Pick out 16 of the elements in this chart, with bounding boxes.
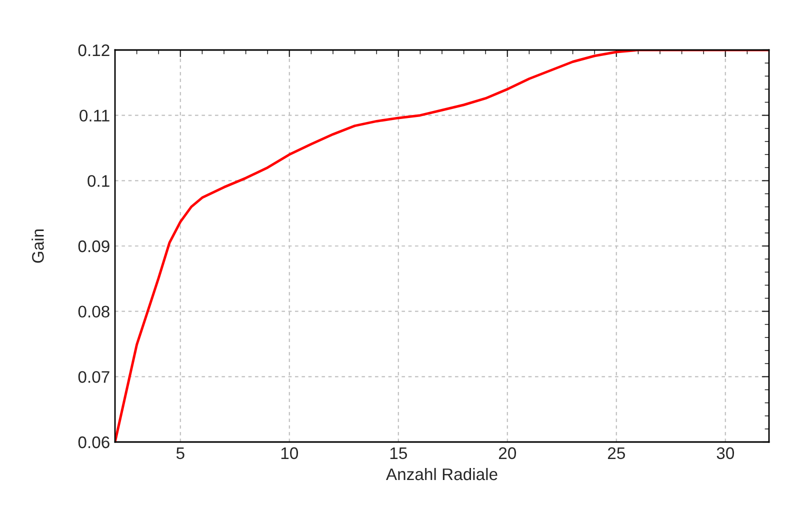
y-axis-title: Gain: [32, 229, 44, 263]
y-tick-label: 0.08: [78, 306, 110, 318]
y-tick-label: 0.11: [80, 110, 110, 122]
x-tick-label: 10: [281, 447, 298, 460]
y-tick-label: 0.12: [78, 44, 110, 56]
x-tick-label: 15: [390, 447, 407, 460]
x-tick-label: 25: [608, 447, 625, 460]
x-tick-label: 20: [498, 447, 516, 460]
x-tick-label: 30: [716, 447, 734, 460]
x-tick-label: 5: [176, 447, 184, 460]
y-tick-label: 0.1: [88, 175, 110, 187]
y-tick-label: 0.07: [78, 371, 110, 383]
line-series: [115, 50, 769, 442]
x-axis-title: Anzahl Radiale: [386, 468, 498, 480]
y-tick-label: 0.09: [78, 240, 110, 252]
y-tick-label: 0.06: [78, 436, 110, 448]
